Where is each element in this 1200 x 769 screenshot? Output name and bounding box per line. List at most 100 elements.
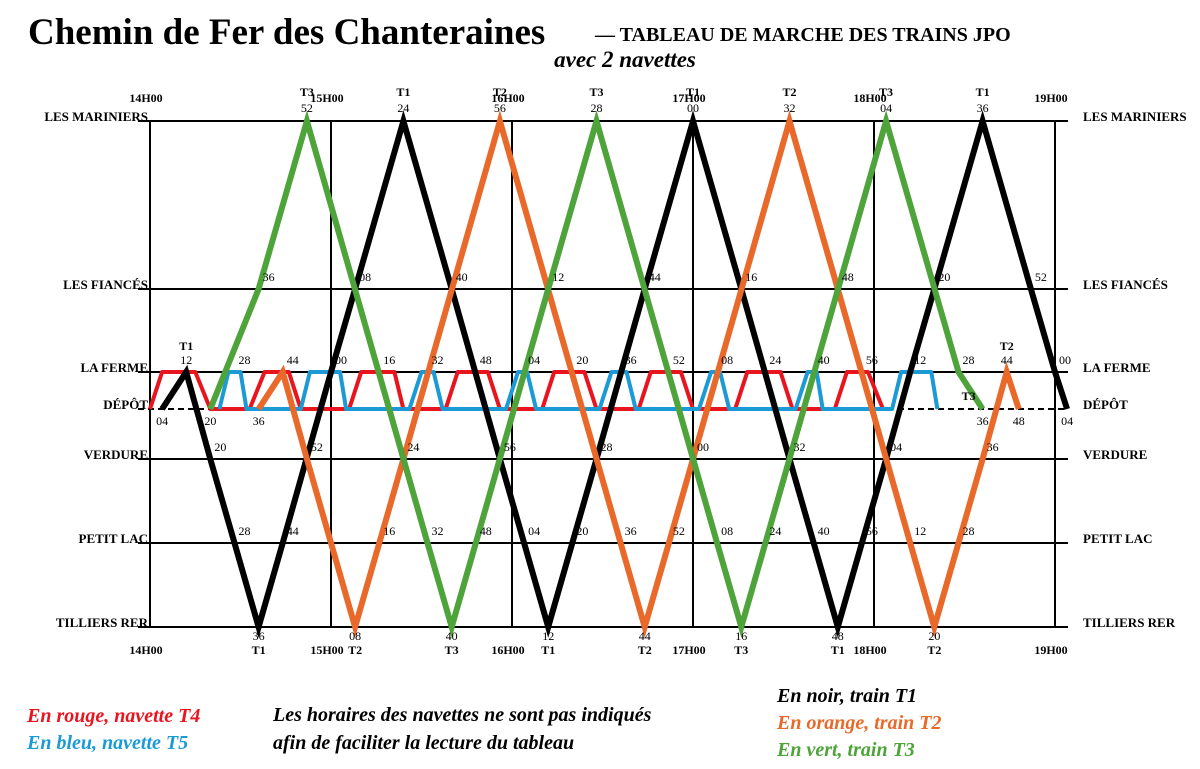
time-label: 48 — [832, 629, 844, 643]
train-tag: T1 — [686, 85, 700, 99]
time-label: 36 — [977, 414, 989, 428]
time-label: 48 — [480, 524, 492, 538]
shuttle-line — [148, 370, 885, 411]
time-label: 04 — [1061, 414, 1073, 428]
time-label: 04 — [880, 101, 892, 115]
time-label: 16 — [745, 270, 757, 284]
time-label: 48 — [1013, 414, 1025, 428]
time-label: 20 — [928, 629, 940, 643]
time-label: 12 — [552, 270, 564, 284]
time-label: 44 — [287, 353, 299, 367]
shuttle-time: 32 — [432, 353, 444, 367]
shuttle-time: 16 — [383, 353, 395, 367]
hour-label: 18H00 — [853, 91, 886, 105]
time-label: 20 — [938, 270, 950, 284]
station-label: VERDURE — [1083, 447, 1147, 462]
time-label: 28 — [962, 353, 974, 367]
train-tag: T2 — [493, 85, 507, 99]
hour-label: 15H00 — [310, 91, 343, 105]
train-tag: T1 — [252, 643, 266, 657]
hour-label: 14H00 — [129, 643, 162, 657]
train-tag: T2 — [1000, 339, 1014, 353]
hour-label: 18H00 — [853, 643, 886, 657]
time-label: 44 — [649, 270, 661, 284]
shuttle-time: 56 — [866, 353, 878, 367]
time-label: 32 — [794, 440, 806, 454]
train-tag: T2 — [783, 85, 797, 99]
time-label: 12 — [180, 353, 192, 367]
time-label: 00 — [335, 353, 347, 367]
time-label: 44 — [287, 524, 299, 538]
shuttle-time: 36 — [625, 353, 637, 367]
time-label: 44 — [639, 629, 651, 643]
time-label: 48 — [842, 270, 854, 284]
station-label: TILLIERS RER — [1083, 615, 1176, 630]
time-label: 16 — [735, 629, 747, 643]
time-label: 28 — [590, 101, 602, 115]
time-label: 40 — [456, 270, 468, 284]
legend-t1: En noir, train T1 — [776, 685, 917, 707]
time-label: 52 — [673, 524, 685, 538]
time-label: 08 — [721, 524, 733, 538]
time-label: 52 — [1035, 270, 1047, 284]
hour-label: 17H00 — [672, 91, 705, 105]
hour-label: 14H00 — [129, 91, 162, 105]
time-label: 12 — [914, 524, 926, 538]
time-label: 28 — [962, 524, 974, 538]
shuttle-time: 04 — [528, 353, 540, 367]
legend-t3: En vert, train T3 — [776, 739, 915, 761]
station-label: LES FIANCÉS — [1083, 277, 1168, 292]
time-label: 36 — [977, 101, 989, 115]
shuttle-time: 20 — [576, 353, 588, 367]
time-label: 00 — [1059, 353, 1071, 367]
train-tag: T1 — [541, 643, 555, 657]
train-tag: T1 — [831, 643, 845, 657]
time-label: 08 — [349, 629, 361, 643]
train-tag: T1 — [976, 85, 990, 99]
time-label: 20 — [214, 440, 226, 454]
hour-label: 17H00 — [672, 643, 705, 657]
legend-note: afin de faciliter la lecture du tableau — [273, 732, 574, 754]
time-label: 52 — [311, 440, 323, 454]
station-label: DÉPÔT — [1083, 397, 1128, 412]
train-tag: T3 — [879, 85, 893, 99]
train-tag: T3 — [734, 643, 748, 657]
station-label: DÉPÔT — [103, 397, 148, 412]
train-line — [256, 110, 1022, 638]
time-label: 52 — [301, 101, 313, 115]
hour-label: 16H00 — [491, 643, 524, 657]
train-tag: T2 — [348, 643, 362, 657]
train-line — [207, 110, 986, 638]
train-tag: T2 — [927, 643, 941, 657]
station-label: VERDURE — [84, 447, 148, 462]
time-label: 40 — [818, 524, 830, 538]
time-label: 12 — [914, 353, 926, 367]
shuttle-time: 08 — [721, 353, 733, 367]
marks — [148, 110, 1070, 638]
shuttle-time: 24 — [769, 353, 781, 367]
time-label: 24 — [407, 440, 419, 454]
time-label: 56 — [866, 524, 878, 538]
shuttle-time: 40 — [818, 353, 830, 367]
subtitle: — TABLEAU DE MARCHE DES TRAINS JPO — [594, 24, 1011, 46]
time-label: 20 — [204, 414, 216, 428]
time-label: 56 — [494, 101, 506, 115]
legend-t5: En bleu, navette T5 — [26, 732, 188, 754]
note: avec 2 navettes — [554, 47, 696, 72]
time-label: 00 — [697, 440, 709, 454]
station-label: PETIT LAC — [1083, 531, 1152, 546]
time-label: 28 — [600, 440, 612, 454]
shuttle-time: 28 — [238, 353, 250, 367]
time-label: 20 — [576, 524, 588, 538]
legend-t2: En orange, train T2 — [776, 712, 941, 734]
time-label: 36 — [263, 270, 275, 284]
time-label: 36 — [625, 524, 637, 538]
time-label: 16 — [383, 524, 395, 538]
time-label: 04 — [528, 524, 540, 538]
hour-label: 19H00 — [1034, 91, 1067, 105]
hour-label: 16H00 — [491, 91, 524, 105]
legend-note: Les horaires des navettes ne sont pas in… — [272, 704, 652, 726]
time-label: 04 — [890, 440, 902, 454]
station-label: LA FERME — [1083, 360, 1151, 375]
